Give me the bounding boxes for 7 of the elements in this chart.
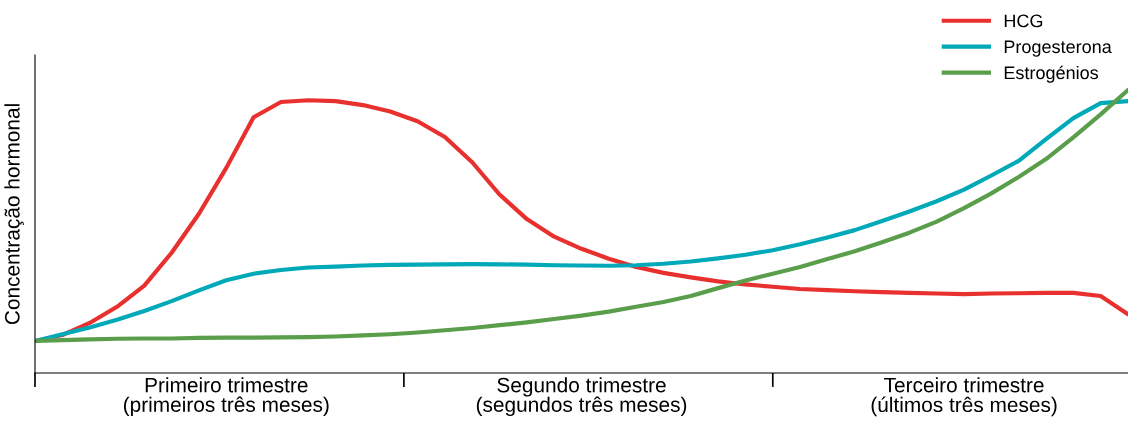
y-axis-title: Concentração hormonal [4,104,24,325]
x-tick-label: Terceiro trimestre (últimos três meses) [871,377,1057,417]
legend-label: Estrogénios [1004,65,1099,83]
legend-label: Progesterona [1004,40,1112,57]
x-tick-label: Primeiro trimestre (primeiros três meses) [123,377,329,417]
legend-label: HCG [1004,14,1043,28]
x-tick-label: Segundo trimestre (segundos três meses) [476,377,687,417]
